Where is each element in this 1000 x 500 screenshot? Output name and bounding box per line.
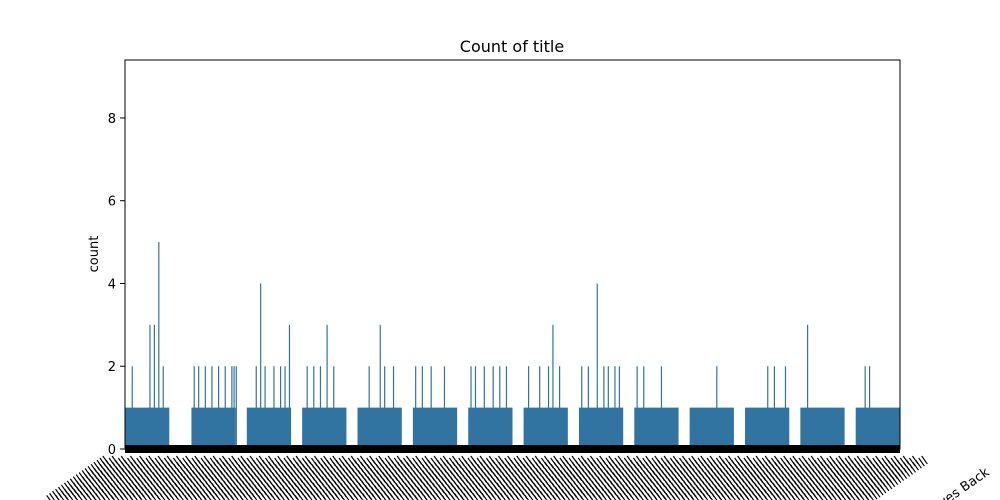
bar bbox=[869, 366, 871, 449]
y-tick-label: 4 bbox=[108, 277, 116, 292]
bar bbox=[224, 366, 226, 449]
bar bbox=[306, 366, 308, 449]
bar bbox=[264, 366, 266, 449]
bar bbox=[596, 283, 598, 449]
chart-title: Count of title bbox=[460, 37, 564, 56]
bar bbox=[384, 366, 386, 449]
plot-frame bbox=[124, 59, 901, 450]
bar bbox=[660, 366, 663, 449]
bar-block bbox=[855, 407, 900, 449]
bar bbox=[559, 366, 561, 449]
bar bbox=[492, 366, 494, 449]
bar bbox=[255, 366, 257, 449]
bar bbox=[614, 366, 616, 449]
bar bbox=[716, 366, 718, 449]
bar bbox=[158, 242, 160, 449]
bar bbox=[231, 366, 233, 449]
bar-block bbox=[578, 407, 624, 449]
x-axis-ticks: llllllllllllllllllllllllllllllllllllllll… bbox=[45, 454, 993, 500]
bar bbox=[547, 366, 550, 449]
bar bbox=[288, 324, 291, 449]
bar bbox=[587, 366, 589, 449]
bar bbox=[218, 366, 220, 449]
bar bbox=[280, 366, 282, 449]
y-tick-label: 6 bbox=[108, 195, 116, 210]
bar-block bbox=[302, 407, 347, 449]
bar bbox=[636, 366, 638, 449]
bar bbox=[443, 366, 446, 449]
bar bbox=[539, 366, 541, 449]
bar bbox=[430, 366, 432, 449]
bar bbox=[807, 324, 809, 449]
y-axis-ticks: 0 2 4 6 8 bbox=[108, 112, 116, 458]
bar bbox=[470, 366, 472, 449]
bar bbox=[284, 366, 286, 449]
y-tick-label: 8 bbox=[108, 112, 116, 127]
bar bbox=[273, 366, 275, 449]
bar bbox=[618, 366, 620, 449]
bar-block bbox=[246, 407, 292, 449]
bar bbox=[767, 366, 769, 449]
bar bbox=[131, 366, 133, 449]
bar bbox=[368, 366, 370, 449]
bar bbox=[474, 366, 477, 449]
bar bbox=[149, 324, 151, 449]
bar bbox=[392, 366, 395, 449]
y-tick-label: 2 bbox=[108, 360, 116, 375]
bar bbox=[313, 366, 315, 449]
bar bbox=[333, 366, 335, 449]
bar bbox=[528, 366, 530, 449]
bar bbox=[162, 366, 164, 449]
bar bbox=[319, 366, 322, 449]
bar bbox=[552, 324, 554, 449]
bar bbox=[499, 366, 501, 449]
bar-block bbox=[745, 407, 790, 449]
bar bbox=[233, 366, 235, 449]
x-tick-label: ves Back bbox=[936, 465, 993, 500]
y-tick-label: 0 bbox=[108, 443, 116, 458]
bar bbox=[603, 366, 605, 449]
bar bbox=[326, 324, 328, 449]
bar bbox=[211, 366, 213, 449]
bar bbox=[483, 366, 485, 449]
bar bbox=[864, 366, 866, 449]
bar bbox=[784, 366, 787, 449]
bar bbox=[260, 283, 262, 449]
bar bbox=[193, 366, 195, 449]
bar bbox=[415, 366, 417, 449]
bar-block bbox=[523, 407, 568, 449]
bar-block bbox=[412, 407, 458, 449]
bar bbox=[235, 366, 237, 449]
plot-area bbox=[120, 117, 900, 453]
bar bbox=[773, 366, 775, 449]
bar-block bbox=[689, 407, 734, 449]
y-axis-label: count bbox=[87, 236, 102, 273]
bar-block bbox=[634, 407, 679, 449]
bar bbox=[153, 324, 155, 449]
bar bbox=[204, 366, 206, 449]
bar bbox=[607, 366, 609, 449]
bar bbox=[421, 366, 423, 449]
bar bbox=[379, 324, 381, 449]
bar bbox=[198, 366, 200, 449]
bar bbox=[505, 366, 508, 449]
bar bbox=[581, 366, 583, 449]
bar bbox=[643, 366, 645, 449]
